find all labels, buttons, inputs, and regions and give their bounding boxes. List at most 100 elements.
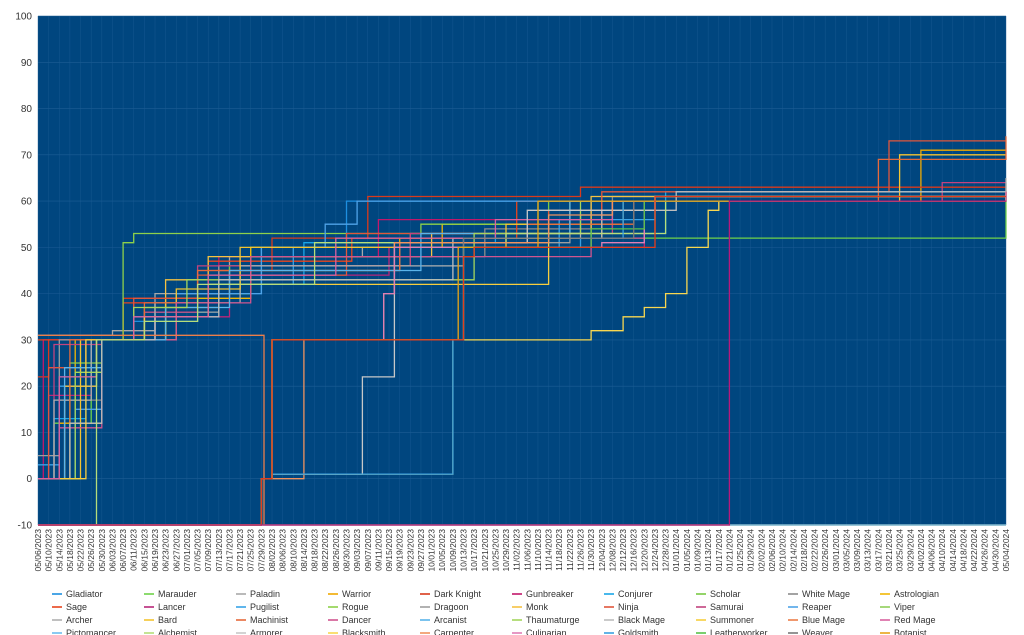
legend-label: Gladiator xyxy=(66,589,103,599)
legend-item: Culinarian xyxy=(512,628,567,635)
legend: Gladiator Marauder Paladin Warrior Dark Knig… xyxy=(52,589,939,635)
x-tick-label: 10/17/2023 xyxy=(469,529,479,572)
y-tick-label: 90 xyxy=(21,58,33,69)
x-tick-label: 07/17/2023 xyxy=(224,529,234,572)
legend-label: Scholar xyxy=(710,589,741,599)
x-tick-label: 05/04/2024 xyxy=(1001,529,1011,572)
x-tick-label: 02/14/2024 xyxy=(788,529,798,572)
x-tick-label: 09/15/2023 xyxy=(384,529,394,572)
x-tick-label: 08/02/2023 xyxy=(267,529,277,572)
legend-item: Marauder xyxy=(144,589,197,599)
legend-label: Paladin xyxy=(250,589,280,599)
x-tick-label: 03/01/2024 xyxy=(831,529,841,572)
x-tick-label: 10/09/2023 xyxy=(448,529,458,572)
legend-label: Culinarian xyxy=(526,628,567,635)
y-tick-label: 60 xyxy=(21,197,33,208)
legend-label: Machinist xyxy=(250,615,289,625)
legend-item: Arcanist xyxy=(420,615,467,625)
legend-item: Viper xyxy=(880,602,915,612)
x-tick-label: 11/10/2023 xyxy=(533,529,543,571)
legend-label: Dancer xyxy=(342,615,371,625)
x-tick-label: 12/04/2023 xyxy=(597,529,607,572)
x-tick-label: 05/06/2023 xyxy=(33,529,43,572)
series-line-alchemist xyxy=(38,200,1006,526)
legend-item: Alchemist xyxy=(144,628,198,635)
y-tick-label: 80 xyxy=(21,104,33,115)
x-tick-label: 11/14/2023 xyxy=(544,529,554,571)
x-tick-label: 08/18/2023 xyxy=(310,529,320,572)
x-tick-label: 05/18/2023 xyxy=(65,529,75,572)
x-tick-label: 09/19/2023 xyxy=(395,529,405,572)
legend-label: Bard xyxy=(158,615,177,625)
x-tick-label: 06/23/2023 xyxy=(161,529,171,572)
legend-label: Alchemist xyxy=(158,628,198,635)
legend-label: Armorer xyxy=(250,628,283,635)
x-tick-label: 04/06/2024 xyxy=(927,529,937,572)
legend-label: Red Mage xyxy=(894,615,936,625)
x-tick-label: 11/22/2023 xyxy=(565,529,575,571)
x-tick-label: 05/10/2023 xyxy=(44,529,54,572)
x-tick-label: 01/25/2024 xyxy=(735,529,745,572)
legend-label: Viper xyxy=(894,602,915,612)
series-line-arcanist xyxy=(38,196,1007,480)
x-tick-label: 04/18/2024 xyxy=(958,529,968,572)
legend-label: Blacksmith xyxy=(342,628,386,635)
y-tick-label: 70 xyxy=(21,150,33,161)
legend-label: Thaumaturge xyxy=(526,615,580,625)
x-tick-label: 10/25/2023 xyxy=(490,529,500,572)
legend-item: Botanist xyxy=(880,628,927,635)
x-tick-label: 03/21/2024 xyxy=(884,529,894,572)
x-tick-label: 11/02/2023 xyxy=(512,529,522,571)
x-tick-label: 08/26/2023 xyxy=(331,529,341,572)
x-tick-label: 06/07/2023 xyxy=(118,529,128,572)
x-tick-label: 02/10/2024 xyxy=(778,529,788,572)
legend-item: Red Mage xyxy=(880,615,936,625)
x-tick-label: 06/03/2023 xyxy=(107,529,117,572)
x-tick-label: 07/25/2023 xyxy=(246,529,256,572)
legend-item: Pictomancer xyxy=(52,628,116,635)
legend-label: Conjurer xyxy=(618,589,653,599)
legend-label: Marauder xyxy=(158,589,197,599)
x-tick-label: 12/12/2023 xyxy=(618,529,628,572)
x-tick-label: 11/18/2023 xyxy=(554,529,564,571)
legend-item: Goldsmith xyxy=(604,628,659,635)
legend-item: Dark Knight xyxy=(420,589,482,599)
x-tick-label: 01/13/2024 xyxy=(703,529,713,572)
x-tick-label: 01/21/2024 xyxy=(724,529,734,572)
legend-item: Scholar xyxy=(696,589,741,599)
x-tick-label: 07/05/2023 xyxy=(193,529,203,572)
x-tick-label: 05/26/2023 xyxy=(86,529,96,572)
x-tick-label: 07/29/2023 xyxy=(256,529,266,572)
x-tick-label: 05/14/2023 xyxy=(54,529,64,572)
x-tick-label: 04/26/2024 xyxy=(980,529,990,572)
series-lines xyxy=(38,136,1007,526)
x-tick-label: 02/18/2024 xyxy=(799,529,809,572)
x-tick-label: 03/25/2024 xyxy=(895,529,905,572)
legend-item: Sage xyxy=(52,602,87,612)
x-tick-label: 09/11/2023 xyxy=(373,529,383,571)
legend-label: Dark Knight xyxy=(434,589,482,599)
x-tick-label: 09/03/2023 xyxy=(352,529,362,572)
x-tick-label: 10/29/2023 xyxy=(501,529,511,572)
x-tick-label: 10/01/2023 xyxy=(427,529,437,572)
legend-label: Sage xyxy=(66,602,87,612)
x-tick-label: 05/30/2023 xyxy=(97,529,107,572)
y-tick-label: 30 xyxy=(21,335,33,346)
x-tick-label: 07/21/2023 xyxy=(235,529,245,572)
x-tick-label: 12/24/2023 xyxy=(650,529,660,572)
x-tick-label: 11/30/2023 xyxy=(586,529,596,571)
series-line-fisher xyxy=(38,195,1006,526)
legend-item: Summoner xyxy=(696,615,754,625)
x-tick-label: 06/11/2023 xyxy=(129,529,139,571)
x-tick-label: 03/17/2024 xyxy=(873,529,883,572)
x-tick-label: 05/22/2023 xyxy=(76,529,86,572)
x-tick-label: 04/22/2024 xyxy=(969,529,979,572)
x-tick-label: 11/06/2023 xyxy=(522,529,532,571)
legend-item: Reaper xyxy=(788,602,832,612)
legend-item: Monk xyxy=(512,602,549,612)
y-tick-label: 50 xyxy=(21,243,33,254)
legend-label: Astrologian xyxy=(894,589,939,599)
x-tick-label: 08/06/2023 xyxy=(278,529,288,572)
series-line-dancer xyxy=(38,200,1006,480)
legend-label: Arcanist xyxy=(434,615,467,625)
